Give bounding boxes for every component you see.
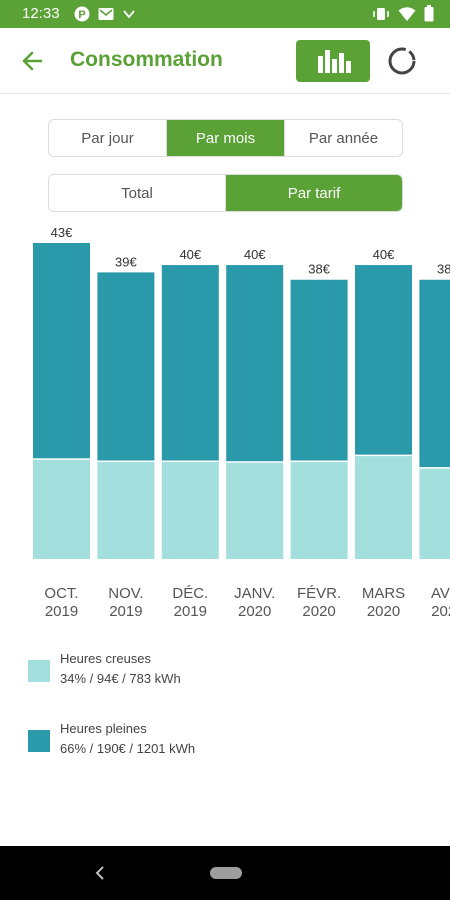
- nav-back-icon: [95, 866, 104, 880]
- consumption-bar-chart: 43€OCT.201939€NOV.201940€DÉC.201940€JANV…: [33, 225, 450, 620]
- bar-segment-heures-pleines: [97, 272, 155, 461]
- legend-swatch-heures-pleines: [28, 730, 50, 752]
- bar-segment-heures-pleines: [226, 265, 284, 462]
- x-tick-label: 2019: [109, 603, 142, 620]
- legend-item-heures-creuses: Heures creuses 34% / 94€ / 783 kWh: [28, 650, 181, 690]
- app-p-icon: P: [74, 6, 90, 22]
- app-bar: Consommation: [0, 28, 450, 94]
- gmail-icon: [98, 8, 114, 20]
- bar-total-label: 40€: [244, 247, 266, 262]
- bar-total-label: 40€: [373, 247, 395, 262]
- notification-icons: P: [74, 6, 136, 22]
- bar-segment-heures-creuses: [226, 462, 284, 559]
- x-tick-label: MARS: [362, 585, 405, 602]
- legend-label: Heures creuses: [60, 651, 152, 666]
- legend-item-heures-pleines: Heures pleines 66% / 190€ / 1201 kWh: [28, 720, 195, 760]
- status-time: 12:33: [22, 5, 60, 22]
- bar-segment-heures-pleines: [33, 243, 90, 459]
- bar-segment-heures-pleines: [290, 279, 348, 461]
- vibrate-icon: [373, 7, 389, 20]
- period-selector: Par jour Par mois Par année: [48, 119, 403, 157]
- bar-segment-heures-creuses: [290, 461, 348, 559]
- nav-back-button[interactable]: [90, 863, 110, 883]
- battery-icon: [424, 5, 434, 22]
- status-bar: 12:33 P: [0, 0, 450, 28]
- x-tick-label: 2019: [174, 603, 207, 620]
- nav-home-icon[interactable]: [210, 867, 242, 879]
- system-nav-bar: [0, 846, 450, 900]
- x-tick-label: 2020: [302, 603, 335, 620]
- bar-total-label: 43€: [51, 225, 73, 240]
- tab-par-annee[interactable]: Par année: [308, 129, 379, 147]
- bar-segment-heures-creuses: [33, 459, 90, 559]
- donut-chart-icon: [388, 47, 416, 75]
- mode-selector: Total Par tarif: [48, 174, 403, 212]
- x-tick-label: 2020: [367, 603, 400, 620]
- bar-segment-heures-creuses: [97, 461, 155, 559]
- arrow-left-icon: [22, 51, 43, 71]
- bar-total-label: 38€: [437, 262, 450, 277]
- bar-segment-heures-creuses: [419, 468, 450, 559]
- x-tick-label: 2020: [238, 603, 271, 620]
- x-tick-label: 2019: [45, 603, 78, 620]
- tab-par-jour[interactable]: Par jour: [49, 120, 167, 156]
- tab-total[interactable]: Total: [49, 175, 226, 211]
- legend-label: Heures pleines: [60, 721, 147, 736]
- legend-detail: 66% / 190€ / 1201 kWh: [60, 741, 196, 756]
- wifi-icon: [398, 6, 416, 21]
- bar-total-label: 39€: [115, 254, 137, 269]
- chevron-down-icon: [123, 10, 135, 19]
- back-button[interactable]: [18, 46, 48, 76]
- bar-chart-icon: [318, 50, 351, 73]
- bar-segment-heures-pleines: [419, 279, 450, 468]
- bar-total-label: 40€: [179, 247, 201, 262]
- x-tick-label: OCT.: [44, 585, 78, 602]
- bar-segment-heures-creuses: [161, 461, 219, 559]
- page-title: Consommation: [70, 48, 223, 71]
- x-tick-label: FÉVR.: [297, 585, 341, 602]
- x-tick-label: AVR.: [431, 585, 450, 602]
- x-tick-label: NOV.: [108, 585, 143, 602]
- x-tick-label: JANV.: [234, 585, 275, 602]
- bar-total-label: 38€: [308, 262, 330, 277]
- x-tick-label: 2020: [431, 603, 450, 620]
- svg-text:P: P: [78, 9, 85, 21]
- bar-chart-view-button[interactable]: [296, 40, 370, 82]
- donut-chart-view-button[interactable]: [380, 42, 424, 80]
- bar-segment-heures-creuses: [355, 456, 412, 559]
- legend-detail: 34% / 94€ / 783 kWh: [60, 671, 181, 686]
- x-tick-label: DÉC.: [172, 585, 208, 602]
- legend-swatch-heures-creuses: [28, 660, 50, 682]
- tab-par-tarif[interactable]: Par tarif: [226, 175, 402, 211]
- tab-par-mois[interactable]: Par mois: [167, 120, 285, 156]
- bar-segment-heures-pleines: [355, 265, 412, 455]
- system-icons: [372, 5, 434, 22]
- bar-segment-heures-pleines: [161, 265, 219, 461]
